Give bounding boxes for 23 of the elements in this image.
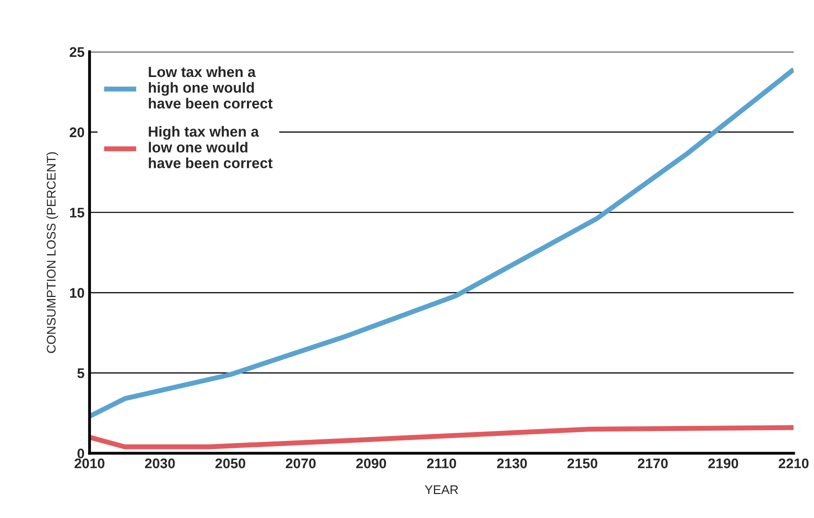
x-tick-label: 2010 <box>74 458 104 468</box>
y-tick-label: 25 <box>70 47 84 57</box>
x-tick-label: 2150 <box>567 458 598 468</box>
y-tick-label: 10 <box>70 288 84 298</box>
line-series <box>90 425 794 450</box>
x-tick-label: 2090 <box>356 458 386 468</box>
x-tick-label: 2110 <box>427 458 456 468</box>
x-tick-label: 2190 <box>708 458 738 468</box>
line-series <box>90 67 794 419</box>
x-tick-label: 2130 <box>497 458 527 468</box>
y-tick-label: 5 <box>77 368 84 378</box>
y-axis-title: CONSUMPTION LOSS (PERCENT) <box>46 152 58 353</box>
x-tick-label: 2210 <box>778 458 809 468</box>
legend-label: High tax when a low one would have been correct <box>148 126 273 168</box>
legend-label: Low tax when a high one would have been correct <box>148 66 273 109</box>
x-tick-label: 2070 <box>286 458 316 468</box>
x-tick-label: 2170 <box>638 458 668 468</box>
x-tick-label: 2050 <box>215 458 246 468</box>
y-tick-label: 15 <box>70 208 84 218</box>
x-tick-label: 2030 <box>144 458 175 468</box>
x-axis-title: YEAR <box>424 485 458 494</box>
y-tick-label: 20 <box>70 127 84 138</box>
y-tick-label: 0 <box>78 448 84 458</box>
